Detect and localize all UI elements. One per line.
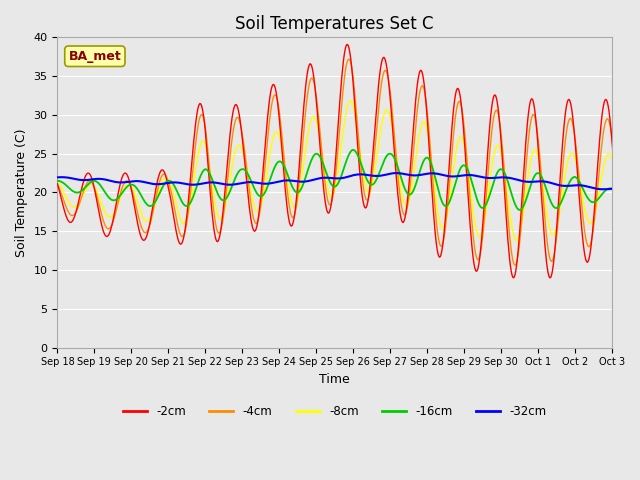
Legend: -2cm, -4cm, -8cm, -16cm, -32cm: -2cm, -4cm, -8cm, -16cm, -32cm <box>118 400 551 422</box>
Title: Soil Temperatures Set C: Soil Temperatures Set C <box>236 15 434 33</box>
X-axis label: Time: Time <box>319 373 350 386</box>
Text: BA_met: BA_met <box>68 50 121 63</box>
Y-axis label: Soil Temperature (C): Soil Temperature (C) <box>15 128 28 257</box>
